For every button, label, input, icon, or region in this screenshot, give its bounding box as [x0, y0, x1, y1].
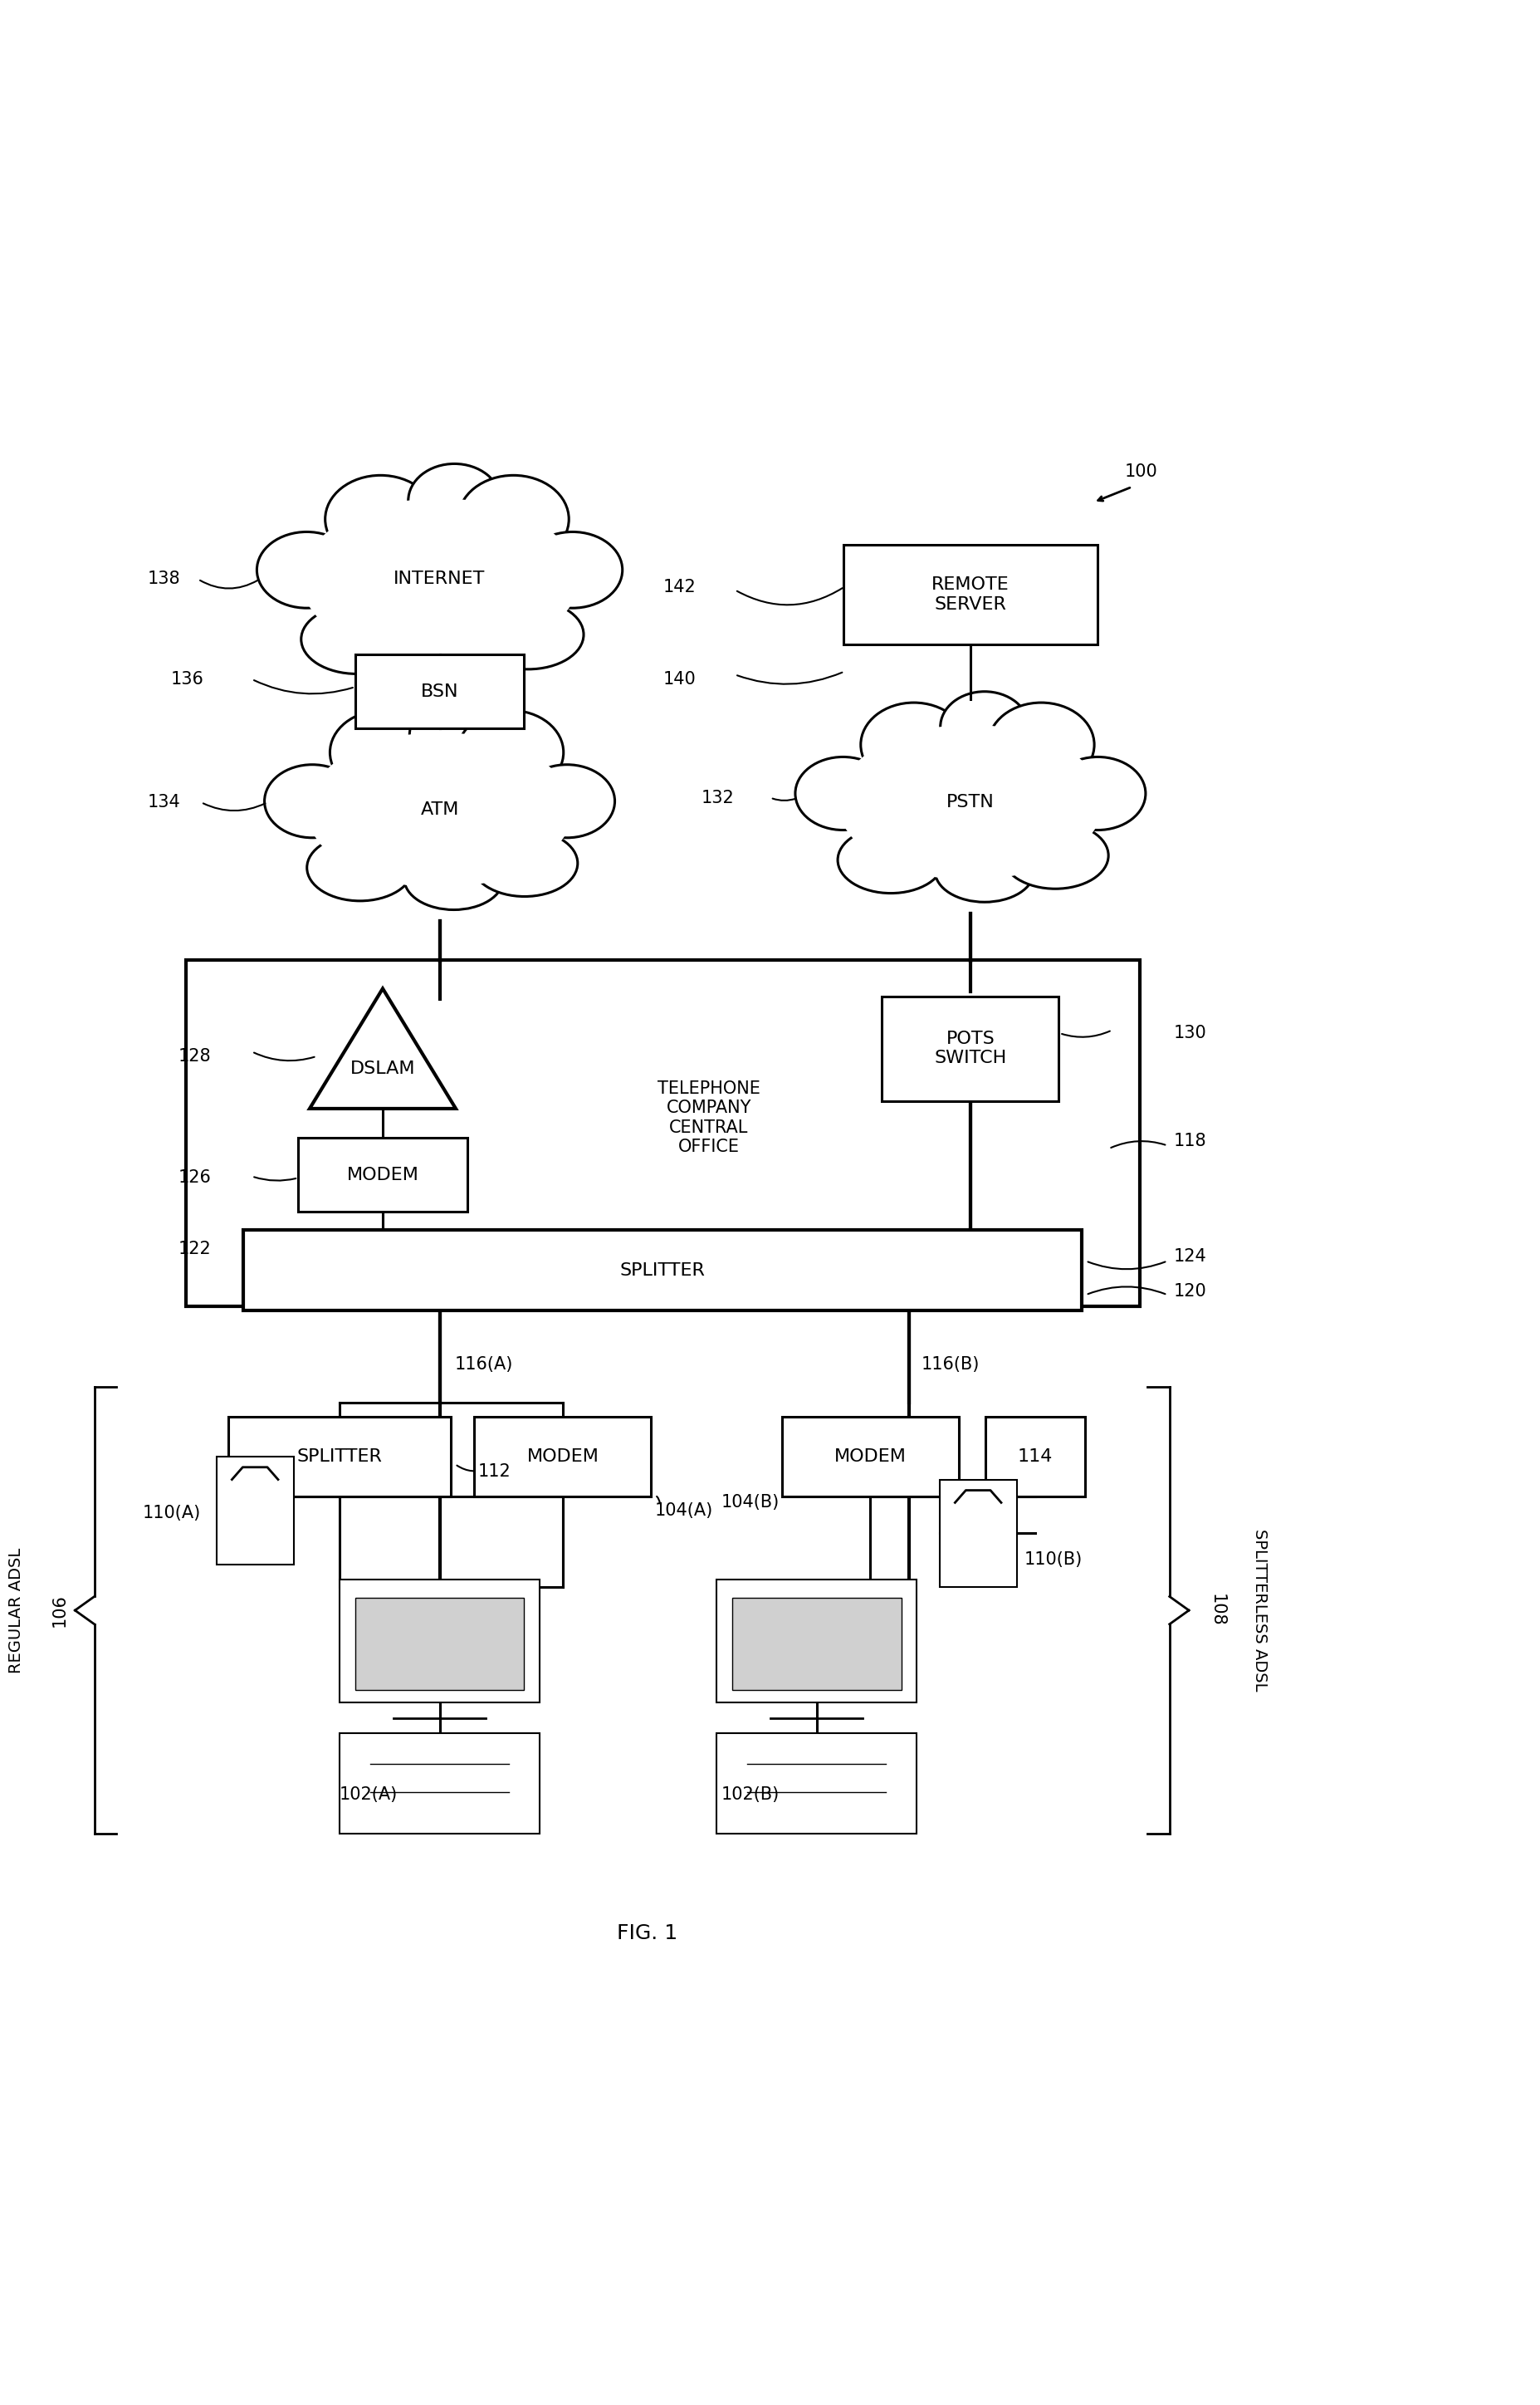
Ellipse shape — [330, 709, 436, 794]
FancyBboxPatch shape — [984, 1417, 1084, 1496]
FancyBboxPatch shape — [939, 1479, 1016, 1587]
Ellipse shape — [403, 847, 504, 909]
Text: SPLITTER: SPLITTER — [619, 1263, 705, 1279]
Text: 100: 100 — [1124, 464, 1157, 479]
Text: 116(B): 116(B) — [921, 1356, 979, 1373]
Ellipse shape — [838, 724, 1103, 880]
Text: 112: 112 — [477, 1465, 511, 1479]
Text: 120: 120 — [1173, 1284, 1206, 1301]
Text: REMOTE
SERVER: REMOTE SERVER — [932, 577, 1009, 613]
FancyBboxPatch shape — [354, 1597, 524, 1691]
Text: 106: 106 — [51, 1595, 68, 1626]
Text: 108: 108 — [1207, 1595, 1224, 1626]
Ellipse shape — [300, 498, 578, 659]
Text: 142: 142 — [662, 580, 696, 594]
Text: 110(B): 110(B) — [1024, 1551, 1083, 1568]
Text: 104(A): 104(A) — [654, 1503, 713, 1518]
FancyBboxPatch shape — [842, 544, 1096, 645]
Ellipse shape — [325, 476, 436, 563]
Text: SPLITTERLESS ADSL: SPLITTERLESS ADSL — [1250, 1530, 1267, 1691]
Text: MODEM: MODEM — [833, 1448, 906, 1465]
FancyBboxPatch shape — [217, 1457, 293, 1563]
Ellipse shape — [838, 827, 944, 892]
Ellipse shape — [939, 693, 1029, 762]
Ellipse shape — [457, 476, 568, 563]
Ellipse shape — [935, 839, 1033, 902]
Ellipse shape — [471, 830, 578, 897]
Ellipse shape — [987, 702, 1093, 786]
Text: MODEM: MODEM — [346, 1166, 419, 1183]
Text: 138: 138 — [148, 570, 180, 587]
Text: POTS
SWITCH: POTS SWITCH — [933, 1032, 1006, 1065]
Ellipse shape — [265, 765, 360, 837]
Ellipse shape — [473, 599, 584, 669]
Text: 118: 118 — [1173, 1133, 1206, 1150]
FancyBboxPatch shape — [716, 1580, 916, 1703]
Text: PSTN: PSTN — [946, 794, 993, 810]
Ellipse shape — [457, 709, 564, 794]
Ellipse shape — [861, 702, 967, 786]
Text: 128: 128 — [179, 1049, 211, 1065]
Text: INTERNET: INTERNET — [394, 570, 485, 587]
Ellipse shape — [1049, 758, 1144, 830]
Text: DSLAM: DSLAM — [350, 1061, 416, 1077]
Ellipse shape — [519, 765, 614, 837]
Text: TELEPHONE
COMPANY
CENTRAL
OFFICE: TELEPHONE COMPANY CENTRAL OFFICE — [658, 1080, 759, 1154]
Text: 140: 140 — [662, 671, 696, 688]
Text: REGULAR ADSL: REGULAR ADSL — [9, 1546, 25, 1674]
Ellipse shape — [306, 835, 413, 902]
Text: 124: 124 — [1173, 1248, 1206, 1265]
Text: 116(A): 116(A) — [454, 1356, 513, 1373]
Ellipse shape — [257, 532, 356, 608]
Polygon shape — [310, 988, 456, 1109]
Ellipse shape — [410, 700, 497, 770]
Text: 126: 126 — [179, 1169, 211, 1186]
Text: MODEM: MODEM — [527, 1448, 599, 1465]
FancyBboxPatch shape — [881, 996, 1058, 1101]
Text: BSN: BSN — [420, 683, 459, 700]
Text: ATM: ATM — [420, 801, 459, 818]
Text: 122: 122 — [179, 1241, 211, 1258]
FancyBboxPatch shape — [474, 1417, 651, 1496]
FancyBboxPatch shape — [732, 1597, 901, 1691]
FancyBboxPatch shape — [339, 1734, 539, 1833]
FancyBboxPatch shape — [339, 1580, 539, 1703]
FancyBboxPatch shape — [228, 1417, 451, 1496]
FancyBboxPatch shape — [186, 960, 1140, 1306]
Text: FIG. 1: FIG. 1 — [616, 1924, 678, 1943]
Text: 102(B): 102(B) — [721, 1787, 779, 1804]
Text: 102(A): 102(A) — [339, 1787, 397, 1804]
FancyBboxPatch shape — [243, 1231, 1081, 1311]
FancyBboxPatch shape — [297, 1138, 467, 1212]
Text: 130: 130 — [1173, 1025, 1206, 1041]
Text: SPLITTER: SPLITTER — [297, 1448, 382, 1465]
FancyBboxPatch shape — [781, 1417, 958, 1496]
Ellipse shape — [522, 532, 622, 608]
Ellipse shape — [300, 604, 411, 673]
Ellipse shape — [795, 758, 890, 830]
Ellipse shape — [1001, 823, 1107, 890]
Text: 114: 114 — [1016, 1448, 1052, 1465]
Ellipse shape — [408, 464, 500, 539]
Text: 104(B): 104(B) — [721, 1494, 779, 1510]
Text: 136: 136 — [171, 671, 203, 688]
FancyBboxPatch shape — [716, 1734, 916, 1833]
Ellipse shape — [306, 734, 571, 887]
FancyBboxPatch shape — [354, 654, 524, 729]
Ellipse shape — [402, 618, 505, 683]
Text: 134: 134 — [148, 794, 180, 810]
Text: 110(A): 110(A) — [143, 1506, 200, 1522]
Text: 132: 132 — [701, 789, 733, 806]
